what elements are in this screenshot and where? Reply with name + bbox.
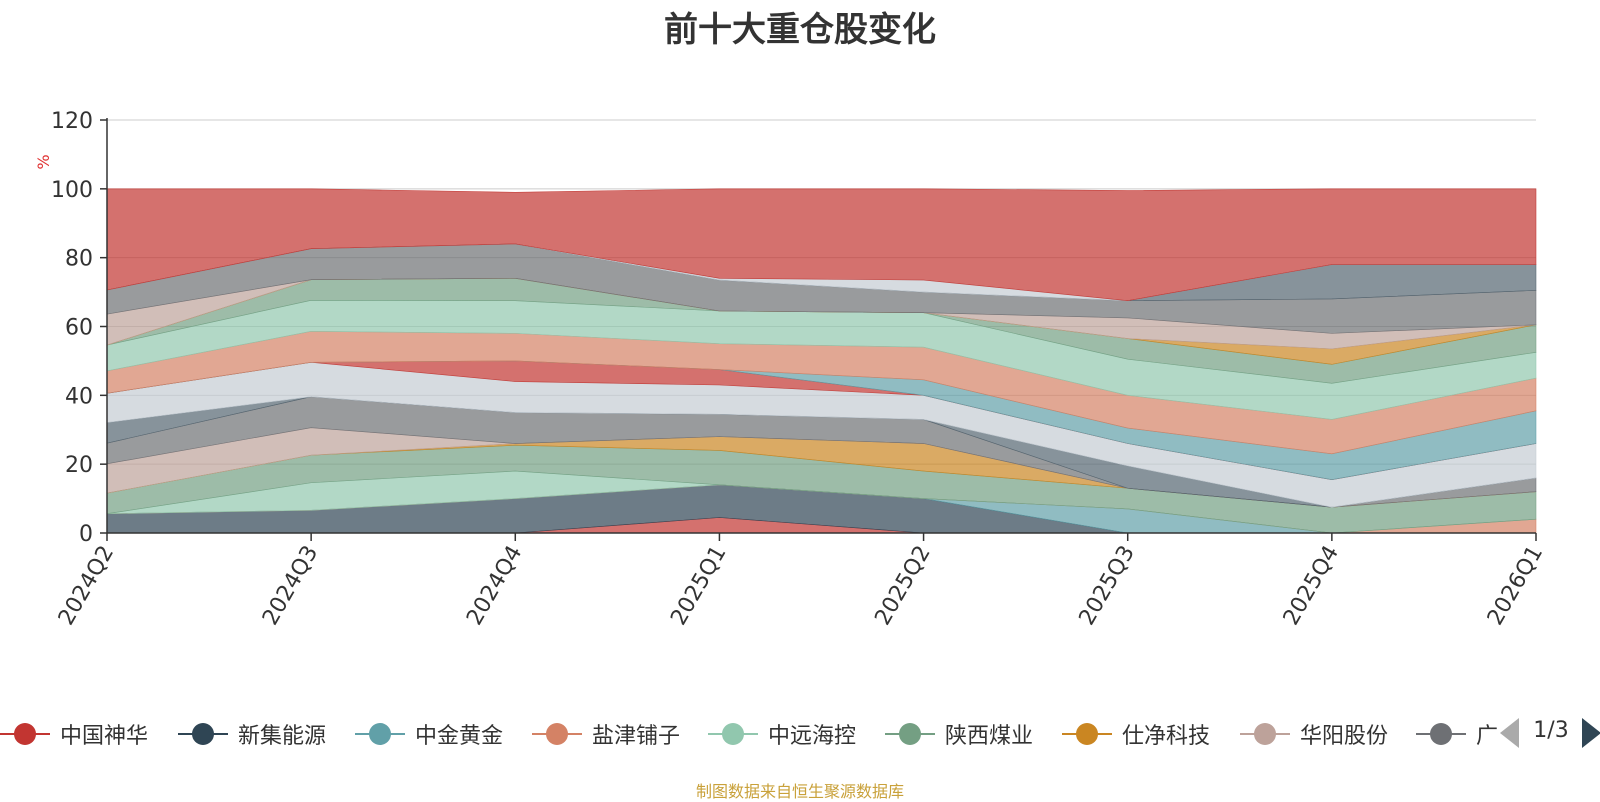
x-tick-label: 2026Q1 bbox=[1483, 542, 1548, 630]
y-tick-label: 20 bbox=[65, 453, 93, 478]
legend-marker-icon bbox=[532, 716, 582, 752]
legend-prev-page-icon[interactable] bbox=[1500, 718, 1519, 748]
x-tick-label: 2024Q4 bbox=[462, 542, 527, 630]
y-axis-label: % bbox=[34, 154, 53, 169]
legend-label: 中国神华 bbox=[60, 724, 149, 749]
legend-marker-icon bbox=[885, 716, 935, 752]
legend-item[interactable]: 新集能源 bbox=[178, 716, 326, 752]
y-tick-label: 0 bbox=[79, 522, 93, 547]
legend-item[interactable]: 陕西煤业 bbox=[885, 716, 1033, 752]
legend-marker-icon bbox=[355, 716, 405, 752]
legend-label: 盐津铺子 bbox=[592, 724, 681, 749]
legend-item[interactable]: 中远海控 bbox=[708, 716, 856, 752]
y-tick-label: 80 bbox=[65, 247, 93, 272]
legend-marker-icon bbox=[1240, 716, 1290, 752]
x-tick-label: 2025Q1 bbox=[666, 542, 731, 630]
area-layer bbox=[106, 188, 1537, 534]
legend-item[interactable]: 广汇能源 bbox=[1416, 716, 1498, 752]
legend-page-indicator: 1/3 bbox=[1533, 718, 1569, 743]
legend-item[interactable]: 华阳股份 bbox=[1240, 716, 1388, 752]
chart-legend: 中国神华 新集能源 中金黄金 盐津铺子 中远海控 陕西煤业 仕净科技 华阳股份 广汇能源 bbox=[0, 716, 1498, 752]
y-tick-label: 60 bbox=[65, 316, 93, 341]
legend-label: 中远海控 bbox=[768, 724, 857, 749]
legend-marker-icon bbox=[178, 716, 228, 752]
y-tick-label: 100 bbox=[51, 178, 93, 203]
x-tick-label: 2025Q4 bbox=[1279, 542, 1344, 630]
legend-item[interactable]: 仕净科技 bbox=[1062, 716, 1210, 752]
legend-label: 新集能源 bbox=[238, 724, 327, 749]
legend-marker-icon bbox=[1062, 716, 1112, 752]
legend-item[interactable]: 中国神华 bbox=[0, 716, 148, 752]
legend-label: 华阳股份 bbox=[1300, 724, 1389, 749]
legend-marker-icon bbox=[708, 716, 758, 752]
legend-marker-icon bbox=[0, 716, 50, 752]
y-tick-label: 40 bbox=[65, 384, 93, 409]
legend-label: 广汇能源 bbox=[1476, 724, 1498, 749]
data-source-note: 制图数据来自恒生聚源数据库 bbox=[695, 782, 904, 801]
chart-title: 前十大重仓股变化 bbox=[664, 10, 936, 50]
y-tick-label: 120 bbox=[51, 109, 93, 134]
legend-label: 仕净科技 bbox=[1122, 724, 1211, 749]
x-tick-label: 2024Q2 bbox=[54, 542, 119, 630]
x-tick-label: 2025Q2 bbox=[870, 542, 935, 630]
legend-pager: 1/3 bbox=[1500, 716, 1600, 752]
x-tick-label: 2024Q3 bbox=[258, 542, 323, 630]
legend-label: 中金黄金 bbox=[415, 724, 504, 749]
area-series[interactable] bbox=[106, 188, 1537, 301]
legend-label: 陕西煤业 bbox=[945, 724, 1034, 749]
legend-next-page-icon[interactable] bbox=[1582, 718, 1600, 748]
legend-marker-icon bbox=[1416, 716, 1466, 752]
legend-item[interactable]: 盐津铺子 bbox=[532, 716, 680, 752]
legend-item[interactable]: 中金黄金 bbox=[355, 716, 503, 752]
x-tick-label: 2025Q3 bbox=[1075, 542, 1140, 630]
